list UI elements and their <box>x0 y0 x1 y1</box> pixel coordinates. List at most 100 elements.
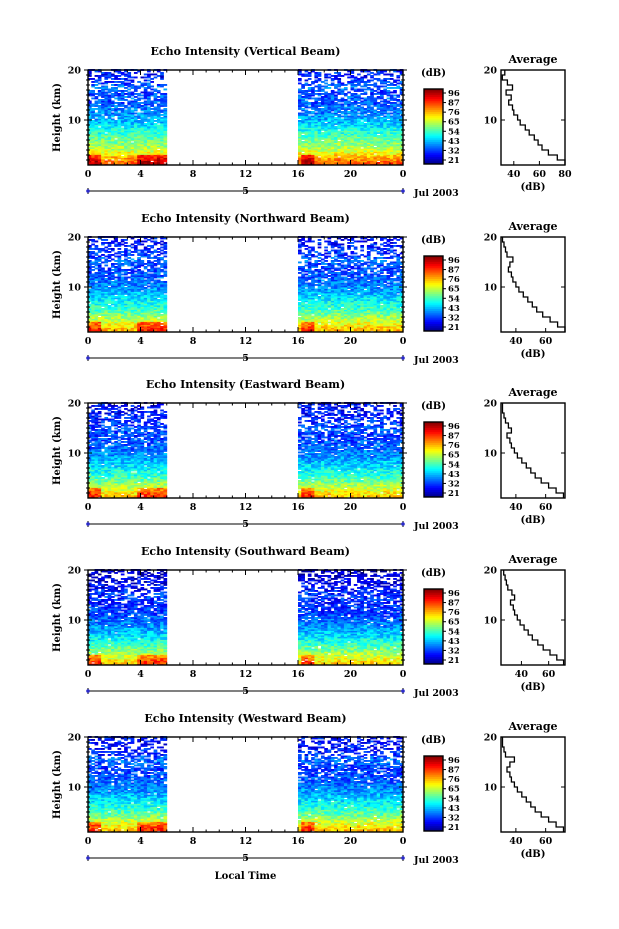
heatmap-cell <box>137 285 141 288</box>
heatmap-cell <box>357 123 361 125</box>
heatmap-cell <box>130 147 135 149</box>
heatmap-cell <box>337 117 342 119</box>
heatmap-cell <box>133 109 138 112</box>
heatmap-cell <box>383 78 387 80</box>
heatmap-cell <box>107 112 112 115</box>
heatmap-cell <box>124 138 128 140</box>
heatmap-cell <box>143 246 148 249</box>
heatmap-cell <box>386 129 391 131</box>
heatmap-cell <box>298 249 302 252</box>
heatmap-cell <box>94 276 99 279</box>
heatmap-cell <box>120 136 125 139</box>
heatmap-cell <box>127 290 132 292</box>
heatmap-cell <box>110 121 115 124</box>
heatmap-cell <box>107 102 112 104</box>
heatmap-cell <box>137 160 141 163</box>
heatmap-cell <box>370 111 374 113</box>
heatmap-cell <box>383 123 387 125</box>
heatmap-cell <box>127 135 132 137</box>
heatmap-cell <box>360 106 365 109</box>
heatmap-cell <box>320 156 325 158</box>
heatmap-cell <box>130 91 135 94</box>
heatmap-cell <box>327 129 332 131</box>
heatmap-cell <box>91 284 95 286</box>
heatmap-cell <box>91 157 95 160</box>
heatmap-cell <box>311 254 315 256</box>
heatmap-cell <box>156 153 161 155</box>
heatmap-cell <box>143 148 148 151</box>
heatmap-cell <box>130 264 135 267</box>
heatmap-cell <box>360 109 365 112</box>
heatmap-cell <box>156 118 161 121</box>
heatmap-cell <box>97 287 102 289</box>
heatmap-cell <box>133 251 138 253</box>
heatmap-cell <box>124 148 128 151</box>
heatmap-cell <box>163 102 168 104</box>
heatmap-cell <box>324 260 328 262</box>
heatmap-cell <box>150 123 155 125</box>
heatmap-cell <box>104 141 109 143</box>
heatmap-cell <box>117 129 122 131</box>
heatmap-cell <box>94 264 99 267</box>
heatmap-cell <box>163 160 168 163</box>
heatmap-cell <box>147 85 151 88</box>
heatmap-cell <box>91 142 95 145</box>
heatmap-cell <box>127 124 132 127</box>
heatmap-cell <box>376 150 381 152</box>
heatmap-cell <box>334 75 338 77</box>
heatmap-cell <box>389 136 394 139</box>
heatmap-cell <box>110 162 115 164</box>
heatmap-cell <box>107 106 112 109</box>
heatmap-cell <box>363 82 368 85</box>
heatmap-cell <box>301 97 305 100</box>
heatmap-cell <box>117 118 122 121</box>
heatmap-cell <box>140 321 145 324</box>
heatmap-cell <box>97 329 102 331</box>
heatmap-cell <box>304 93 309 95</box>
heatmap-cell <box>301 124 305 127</box>
heatmap-cell <box>140 305 145 307</box>
heatmap-cell <box>91 257 95 259</box>
heatmap-cell <box>320 285 325 288</box>
heatmap-cell <box>114 237 118 240</box>
heatmap-cell <box>94 114 99 116</box>
heatmap-cell <box>114 312 118 315</box>
heatmap-cell <box>137 264 141 267</box>
heatmap-cell <box>133 93 138 95</box>
heatmap-cell <box>363 151 368 154</box>
heatmap-cell <box>153 160 158 163</box>
heatmap-cell <box>307 145 312 148</box>
heatmap-cell <box>127 153 132 155</box>
heatmap-cell <box>97 135 102 137</box>
heatmap-cell <box>104 142 109 145</box>
heatmap-cell <box>334 154 338 157</box>
heatmap-cell <box>97 159 102 161</box>
heatmap-cell <box>101 108 105 110</box>
heatmap-cell <box>110 160 115 163</box>
heatmap-cell <box>117 270 122 273</box>
heatmap-cell <box>117 115 122 118</box>
heatmap-cell <box>383 70 387 73</box>
heatmap-cell <box>160 130 164 133</box>
heatmap-cell <box>370 103 374 106</box>
heatmap-cell <box>366 100 371 103</box>
heatmap-cell <box>334 87 338 89</box>
heatmap-cell <box>386 142 391 145</box>
heatmap-cell <box>324 138 328 140</box>
heatmap-cell <box>133 99 138 101</box>
heatmap-cell <box>334 240 338 243</box>
average-title: Average <box>507 53 557 66</box>
heatmap-cell <box>107 323 112 325</box>
heatmap-cell <box>107 142 112 145</box>
heatmap-cell <box>357 153 361 155</box>
heatmap-cell <box>140 254 145 256</box>
heatmap-cell <box>147 273 151 276</box>
heatmap-cell <box>298 239 302 241</box>
heatmap-cell <box>150 130 155 133</box>
heatmap-cell <box>101 138 105 140</box>
heatmap-cell <box>104 284 109 286</box>
heatmap-cell <box>91 133 95 136</box>
heatmap-cell <box>94 136 99 139</box>
heatmap-cell <box>94 108 99 110</box>
heatmap-cell <box>140 108 145 110</box>
